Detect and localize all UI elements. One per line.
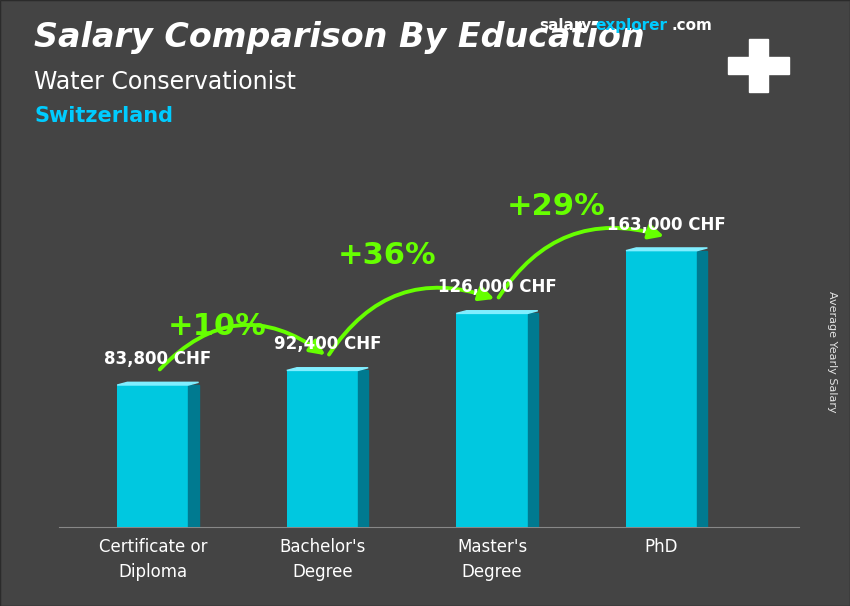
Text: Switzerland: Switzerland [34,106,173,126]
Polygon shape [189,385,199,527]
Text: +36%: +36% [337,241,436,270]
Text: Salary Comparison By Education: Salary Comparison By Education [34,21,644,54]
Bar [456,313,528,527]
Polygon shape [528,313,538,527]
Text: .com: .com [672,18,712,33]
Text: salary: salary [540,18,592,33]
Bar [749,39,768,92]
Text: 126,000 CHF: 126,000 CHF [438,278,557,296]
Text: 83,800 CHF: 83,800 CHF [105,350,212,368]
Bar [626,251,697,527]
Bar [117,385,189,527]
Text: 92,400 CHF: 92,400 CHF [274,336,382,353]
Text: Average Yearly Salary: Average Yearly Salary [827,291,837,412]
Bar [728,57,790,73]
Polygon shape [286,368,368,370]
Text: explorer: explorer [595,18,667,33]
Polygon shape [117,382,199,385]
Bar [286,370,358,527]
Text: +29%: +29% [507,192,606,221]
Polygon shape [697,251,707,527]
Polygon shape [456,311,538,313]
Text: 163,000 CHF: 163,000 CHF [608,216,726,234]
Text: +10%: +10% [167,312,267,341]
Polygon shape [358,370,368,527]
Text: Water Conservationist: Water Conservationist [34,70,296,94]
Polygon shape [626,248,707,251]
